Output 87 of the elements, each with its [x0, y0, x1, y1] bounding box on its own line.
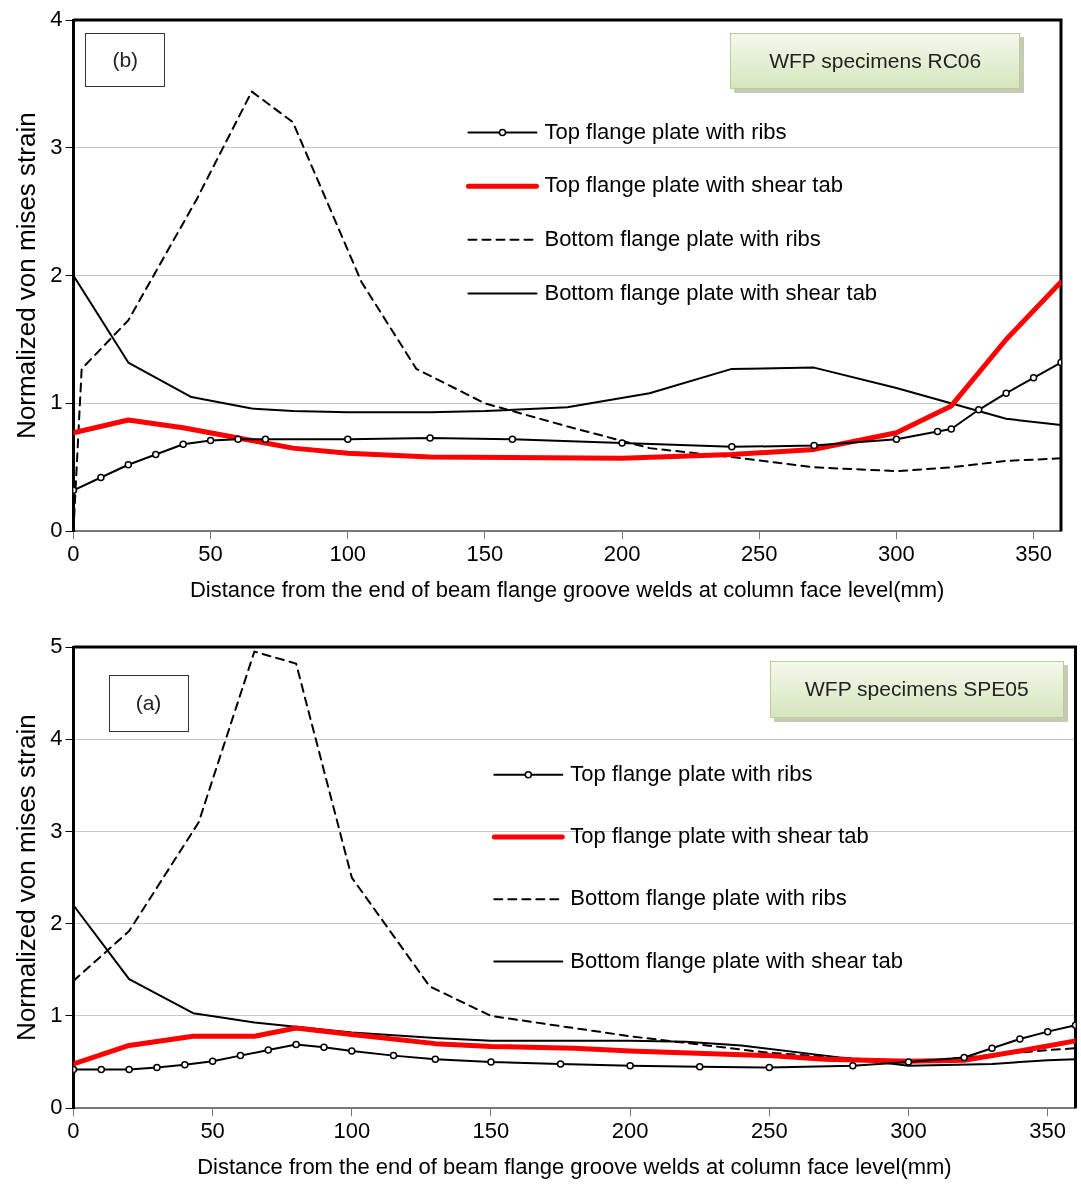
legend-label: Top flange plate with ribs	[570, 760, 813, 786]
point	[1029, 374, 1038, 382]
y-axis-title: Normalized von mises strain	[10, 112, 41, 439]
point	[849, 1062, 857, 1070]
y-tick-label: 2	[50, 261, 63, 287]
x-axis-title: Distance from the end of beam flange groove welds at column face level(mm)	[197, 1153, 952, 1179]
point	[618, 439, 626, 447]
point	[344, 435, 352, 443]
point	[97, 1065, 106, 1074]
point	[125, 1065, 133, 1074]
point	[765, 1063, 774, 1072]
x-tick-label: 200	[603, 541, 641, 567]
x-tick-label: 50	[200, 1118, 225, 1144]
point	[181, 1061, 189, 1069]
annotation: WFP specimens SPE05	[805, 677, 1029, 702]
x-tick-label: 250	[750, 1118, 788, 1144]
x-tick-label: 150	[466, 541, 504, 567]
annotation: WFP specimens RC06	[769, 48, 982, 73]
point	[933, 427, 942, 436]
x-tick-label: 350	[1029, 1118, 1067, 1144]
x-tick-label: 250	[740, 541, 778, 567]
y-tick-label: 1	[50, 1002, 63, 1028]
y-tick-label: 3	[50, 817, 63, 843]
point	[695, 1062, 704, 1071]
point	[206, 436, 215, 445]
legend-label: Top flange plate with shear tab	[544, 172, 843, 198]
point	[626, 1062, 634, 1070]
x-tick-label: 300	[890, 1118, 927, 1144]
point	[320, 1043, 328, 1052]
x-tick-label: 100	[333, 1118, 371, 1144]
point	[904, 1058, 913, 1066]
legend-label: Bottom flange plate with shear tab	[544, 279, 878, 305]
y-tick-label: 0	[50, 517, 63, 543]
point	[487, 1058, 495, 1066]
point	[892, 435, 901, 443]
legend-label: Top flange plate with ribs	[544, 118, 787, 144]
point	[179, 440, 187, 449]
legend-label: Bottom flange plate with ribs	[570, 885, 847, 911]
point	[988, 1044, 996, 1052]
point	[261, 435, 270, 443]
point	[124, 460, 133, 469]
point	[234, 435, 242, 443]
legend-label: Top flange plate with shear tab	[570, 823, 869, 849]
y-tick-label: 2	[50, 909, 63, 935]
y-tick-label: 1	[50, 389, 63, 415]
point	[348, 1047, 356, 1055]
point	[208, 1057, 217, 1065]
legend-label: Bottom flange plate with ribs	[544, 225, 821, 251]
point	[236, 1051, 245, 1060]
point	[292, 1040, 300, 1049]
x-axis-title: Distance from the end of beam flange groove welds at column face level(mm)	[189, 576, 945, 602]
point	[810, 441, 818, 450]
label-box: (a)	[108, 674, 189, 732]
point	[389, 1051, 398, 1060]
x-tick-label: 100	[329, 541, 367, 567]
y-tick-label: 4	[50, 725, 63, 751]
x-tick-label: 0	[67, 541, 80, 567]
label-box: (b)	[85, 32, 166, 87]
x-tick-label: 0	[67, 1118, 80, 1144]
point	[431, 1055, 440, 1064]
point	[728, 443, 736, 451]
annotation: (b)	[112, 47, 139, 72]
point	[974, 406, 983, 414]
y-tick-label: 0	[50, 1094, 63, 1120]
x-tick-label: 300	[878, 541, 915, 567]
y-tick-label: 3	[50, 133, 63, 159]
point	[947, 425, 956, 433]
point	[97, 473, 105, 482]
annotation: (a)	[135, 691, 162, 716]
point	[1043, 1027, 1052, 1036]
point	[1016, 1035, 1024, 1043]
y-axis-title: Normalized von mises strain	[10, 714, 41, 1041]
point	[1002, 389, 1010, 397]
point	[508, 435, 517, 443]
point	[264, 1046, 273, 1054]
point	[151, 450, 160, 459]
legend-label: Bottom flange plate with shear tab	[570, 947, 903, 973]
point	[426, 434, 434, 442]
x-tick-label: 150	[472, 1118, 510, 1144]
point	[960, 1053, 968, 1062]
point	[153, 1063, 161, 1072]
x-tick-label: 200	[611, 1118, 649, 1144]
x-tick-label: 350	[1015, 541, 1052, 567]
y-tick-label: 5	[50, 633, 63, 659]
x-tick-label: 50	[198, 541, 223, 567]
y-tick-label: 4	[50, 6, 63, 32]
point	[556, 1060, 565, 1068]
